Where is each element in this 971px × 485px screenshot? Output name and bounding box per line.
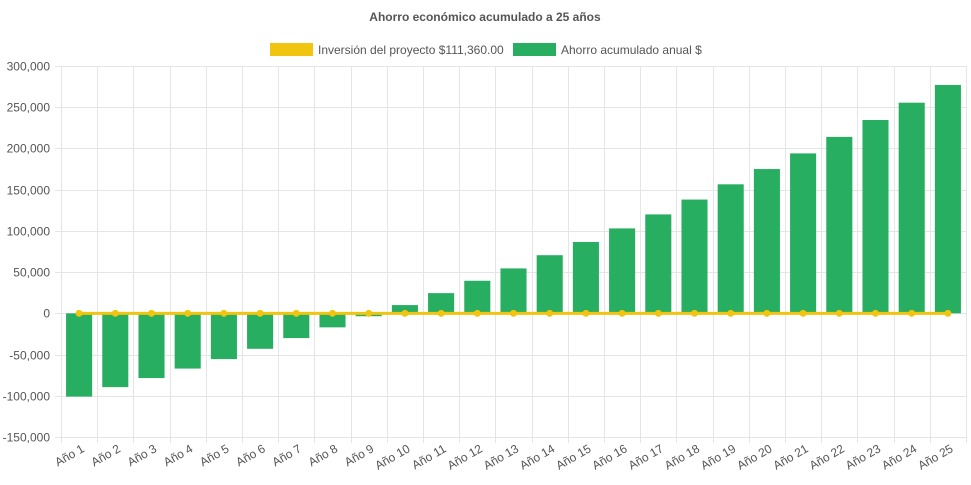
x-tick-label: Año 6 (233, 441, 267, 469)
investment-point-3[interactable] (148, 309, 155, 317)
legend-label-savings[interactable]: Ahorro acumulado anual $ (561, 43, 702, 57)
investment-point-6[interactable] (256, 309, 264, 317)
investment-point-21[interactable] (799, 309, 807, 317)
legend-swatch-investment[interactable] (270, 43, 313, 56)
investment-point-22[interactable] (835, 309, 843, 317)
investment-point-20[interactable] (763, 309, 771, 317)
bar-7[interactable] (283, 313, 310, 339)
bar-18[interactable] (681, 199, 708, 314)
bar-23[interactable] (862, 120, 889, 314)
y-tick-label: 0 (43, 307, 50, 321)
bar-17[interactable] (645, 214, 672, 314)
x-tick-label: Año 3 (125, 441, 159, 469)
y-tick-label: -50,000 (9, 349, 50, 363)
investment-point-8[interactable] (329, 309, 336, 317)
x-tick-label: Año 9 (342, 441, 376, 469)
y-tick-label: -150,000 (3, 431, 51, 445)
bar-20[interactable] (753, 169, 780, 314)
x-tick-label: Año 12 (445, 441, 485, 472)
x-tick-label: Año 7 (270, 441, 304, 469)
bar-11[interactable] (428, 293, 455, 314)
investment-point-18[interactable] (691, 309, 698, 317)
x-tick-label: Año 19 (698, 441, 738, 472)
investment-point-7[interactable] (292, 309, 300, 317)
bar-4[interactable] (174, 313, 201, 369)
y-tick-label: 250,000 (7, 101, 51, 115)
bar-10[interactable] (391, 305, 418, 314)
investment-point-16[interactable] (618, 309, 626, 317)
investment-point-25[interactable] (944, 309, 952, 317)
investment-point-2[interactable] (111, 309, 119, 317)
investment-point-23[interactable] (872, 309, 879, 317)
x-tick-label: Año 4 (161, 441, 195, 469)
bar-2[interactable] (102, 313, 129, 388)
investment-point-19[interactable] (727, 309, 735, 317)
investment-point-15[interactable] (582, 309, 590, 317)
investment-point-13[interactable] (510, 309, 517, 317)
bar-3[interactable] (138, 313, 165, 379)
x-tick-label: Año 21 (771, 441, 811, 472)
x-tick-label: Año 8 (306, 441, 340, 469)
x-tick-label: Año 14 (517, 441, 557, 472)
investment-point-11[interactable] (437, 309, 445, 317)
bar-21[interactable] (790, 153, 817, 314)
bar-15[interactable] (572, 242, 599, 314)
x-tick-label: Año 22 (807, 441, 847, 472)
bar-5[interactable] (210, 313, 237, 360)
x-tick-label: Año 15 (553, 441, 593, 472)
line-series (75, 309, 952, 317)
x-tick-label: Año 25 (915, 441, 955, 472)
legend: Inversión del proyecto $111,360.00 Ahorr… (270, 43, 702, 57)
investment-point-1[interactable] (75, 309, 83, 317)
investment-point-5[interactable] (220, 309, 228, 317)
x-tick-label: Año 2 (89, 441, 123, 469)
bar-13[interactable] (500, 268, 527, 314)
y-tick-label: 100,000 (7, 225, 51, 239)
bar-24[interactable] (898, 102, 925, 314)
investment-point-10[interactable] (401, 309, 409, 317)
x-tick-label: Año 1 (52, 441, 86, 469)
investment-point-9[interactable] (365, 309, 373, 317)
x-tick-label: Año 10 (372, 441, 412, 472)
x-tick-label: Año 5 (197, 441, 231, 469)
y-tick-label: 200,000 (7, 142, 51, 156)
investment-point-17[interactable] (654, 309, 662, 317)
x-tick-label: Año 13 (481, 441, 521, 472)
y-axis: 300,000 250,000 200,000 150,000 100,000 50,00… (3, 60, 61, 445)
bar-1[interactable] (66, 313, 93, 397)
bar-16[interactable] (609, 228, 636, 314)
bar-8[interactable] (319, 313, 346, 328)
investment-point-14[interactable] (546, 309, 554, 317)
bar-19[interactable] (717, 184, 744, 314)
investment-point-12[interactable] (473, 309, 481, 317)
bar-22[interactable] (826, 136, 853, 314)
x-axis: Año 1 Año 2 Año 3 Año 4 Año 5 Año 6 Año 7 Año 8… (52, 441, 955, 472)
x-tick-label: Año 24 (879, 441, 919, 472)
chart-title: Ahorro económico acumulado a 25 años (369, 10, 601, 24)
bar-series (66, 84, 961, 397)
y-tick-label: 300,000 (7, 60, 51, 74)
bar-6[interactable] (247, 313, 274, 349)
x-tick-label: Año 17 (626, 441, 666, 472)
y-tick-label: 50,000 (13, 266, 50, 280)
x-tick-label: Año 16 (590, 441, 630, 472)
x-tick-label: Año 18 (662, 441, 702, 472)
x-tick-label: Año 20 (734, 441, 774, 472)
y-tick-label: 150,000 (7, 184, 51, 198)
legend-label-investment[interactable]: Inversión del proyecto $111,360.00 (318, 43, 504, 57)
bar-12[interactable] (464, 280, 491, 314)
investment-point-4[interactable] (184, 309, 192, 317)
bar-14[interactable] (536, 255, 563, 314)
y-tick-label: -100,000 (3, 390, 51, 404)
grid (61, 66, 967, 443)
legend-swatch-savings[interactable] (513, 43, 556, 56)
x-tick-label: Año 11 (409, 441, 448, 472)
x-tick-label: Año 23 (843, 441, 883, 472)
bar-25[interactable] (934, 84, 961, 314)
investment-point-24[interactable] (908, 309, 916, 317)
